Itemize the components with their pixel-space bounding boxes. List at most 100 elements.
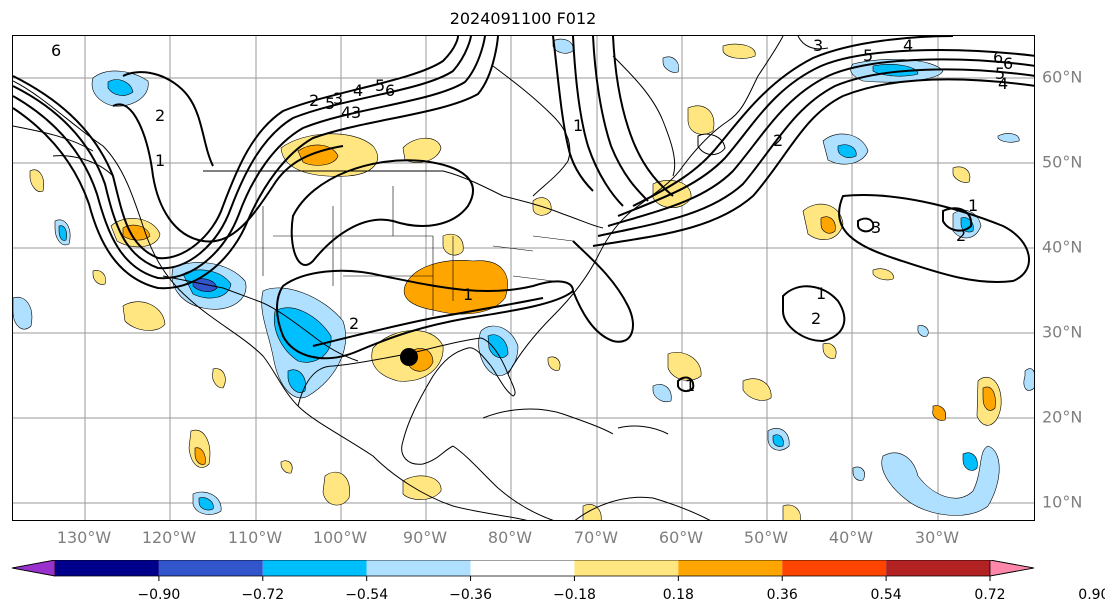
coastline-greenland (797, 36, 829, 50)
coastline-south-america (574, 496, 711, 520)
colorbar-tick-label: 0.90 (1078, 587, 1105, 603)
map-title: 2024091100 F012 (449, 9, 597, 28)
contour-line (782, 285, 846, 343)
colorbar-tick-label: −0.18 (552, 587, 596, 603)
coastline-gulf-of-mexico (297, 337, 516, 465)
contour-label: 2 (956, 226, 966, 245)
coastline-hispaniola (617, 425, 669, 435)
contour-label: 3 (351, 103, 361, 122)
contour-label: 4 (998, 74, 1008, 93)
negative-anomaly-area (273, 307, 332, 363)
contour-line (677, 376, 695, 393)
contour-label: 1 (968, 196, 978, 215)
colorbar-extend-min (11, 560, 56, 577)
contour-line (13, 36, 459, 260)
coastline-cuba (482, 408, 614, 435)
border-us-mexico (162, 275, 359, 362)
negative-anomaly-area (852, 466, 865, 481)
longitude-label: 80°W (487, 528, 533, 547)
colorbar-tick-label: −0.72 (241, 587, 285, 603)
positive-anomaly-area (322, 471, 350, 506)
colorbar-tick-label: −0.90 (137, 587, 181, 603)
coastlines (13, 36, 829, 520)
contour-line (13, 36, 472, 270)
negative-anomaly-area (881, 445, 1000, 516)
longitude-label: 90°W (402, 528, 448, 547)
contour-label: 2 (811, 309, 821, 328)
contour-line (632, 36, 954, 207)
negative-anomaly-area (192, 278, 218, 292)
positive-anomaly-area (194, 447, 206, 465)
positive-anomaly-area (952, 166, 971, 183)
contour-label: 3 (871, 218, 881, 237)
latitude-label: 50°N (1042, 152, 1083, 172)
positive-anomaly-area (667, 352, 702, 381)
contour-line (838, 194, 1030, 283)
contour-label: 5 (325, 94, 335, 113)
longitude-label: 50°W (743, 528, 789, 547)
contour-label: 1 (685, 376, 695, 395)
contour-label: 1 (816, 284, 826, 303)
contour-label: 5 (995, 64, 1005, 83)
anomaly-shading (13, 38, 1034, 520)
positive-anomaly-area (212, 368, 226, 389)
longitude-label: 40°W (828, 528, 874, 547)
colorbar-segment (55, 560, 159, 576)
contour-line (290, 159, 474, 266)
colorbar-tick-label: −0.54 (345, 587, 389, 603)
contour-line (312, 297, 544, 347)
positive-anomaly-area (582, 504, 602, 520)
colorbar-tick-label: −0.36 (449, 587, 492, 603)
positive-anomaly-area (872, 268, 894, 281)
colorbar-tick-label: 0.54 (870, 587, 902, 603)
colorbar-segment (782, 560, 887, 576)
longitude-label: 120°W (141, 528, 197, 547)
positive-anomaly-area (742, 378, 772, 401)
contour-line (276, 269, 575, 360)
colorbar-segment (678, 560, 783, 576)
contour-label: 6 (1003, 54, 1013, 73)
positive-anomaly-area (280, 460, 293, 474)
contour-line (112, 103, 344, 243)
contour-line (942, 207, 973, 232)
longitude-label: 100°W (312, 528, 368, 547)
negative-anomaly-area (13, 296, 33, 330)
longitude-label: 60°W (658, 528, 704, 547)
colorbar-segment (262, 560, 367, 576)
positive-anomaly-area (547, 356, 561, 371)
negative-anomaly-area (107, 79, 134, 96)
colorbar-segment (158, 560, 263, 576)
contour-label: 1 (573, 116, 583, 135)
contour-label: 5 (375, 76, 385, 95)
latitude-label: 30°N (1042, 322, 1083, 342)
longitude-label: 110°W (227, 528, 283, 547)
longitude-label: 70°W (573, 528, 619, 547)
contour-label: 4 (903, 36, 913, 55)
longitude-label: 130°W (56, 528, 112, 547)
negative-anomaly-area (772, 434, 784, 447)
positive-anomaly-area (92, 270, 106, 285)
coastline-newfoundland (697, 133, 726, 155)
negative-anomaly-area (662, 56, 679, 73)
contour-label: 5 (863, 46, 873, 65)
positive-anomaly-area (982, 386, 996, 411)
contour-label: 2 (773, 131, 783, 150)
colorbar-segment (470, 560, 575, 576)
contour-label: 1 (155, 151, 165, 170)
contour-label: 3 (813, 36, 823, 55)
coastline-central-america (452, 445, 554, 520)
positive-anomaly-area (402, 137, 442, 163)
contour-line (617, 49, 1034, 217)
coastline-north-america-west (13, 80, 528, 520)
latitude-label: 10°N (1042, 492, 1083, 512)
contour-label: 2 (309, 91, 319, 110)
negative-anomaly-area (837, 144, 857, 158)
colorbar-segment (366, 560, 471, 576)
negative-anomaly-area (287, 369, 306, 393)
contour-label: 4 (353, 81, 363, 100)
coastline-labrador (612, 55, 676, 177)
contour-label: 6 (385, 81, 395, 100)
contour-label: 2 (155, 106, 165, 125)
